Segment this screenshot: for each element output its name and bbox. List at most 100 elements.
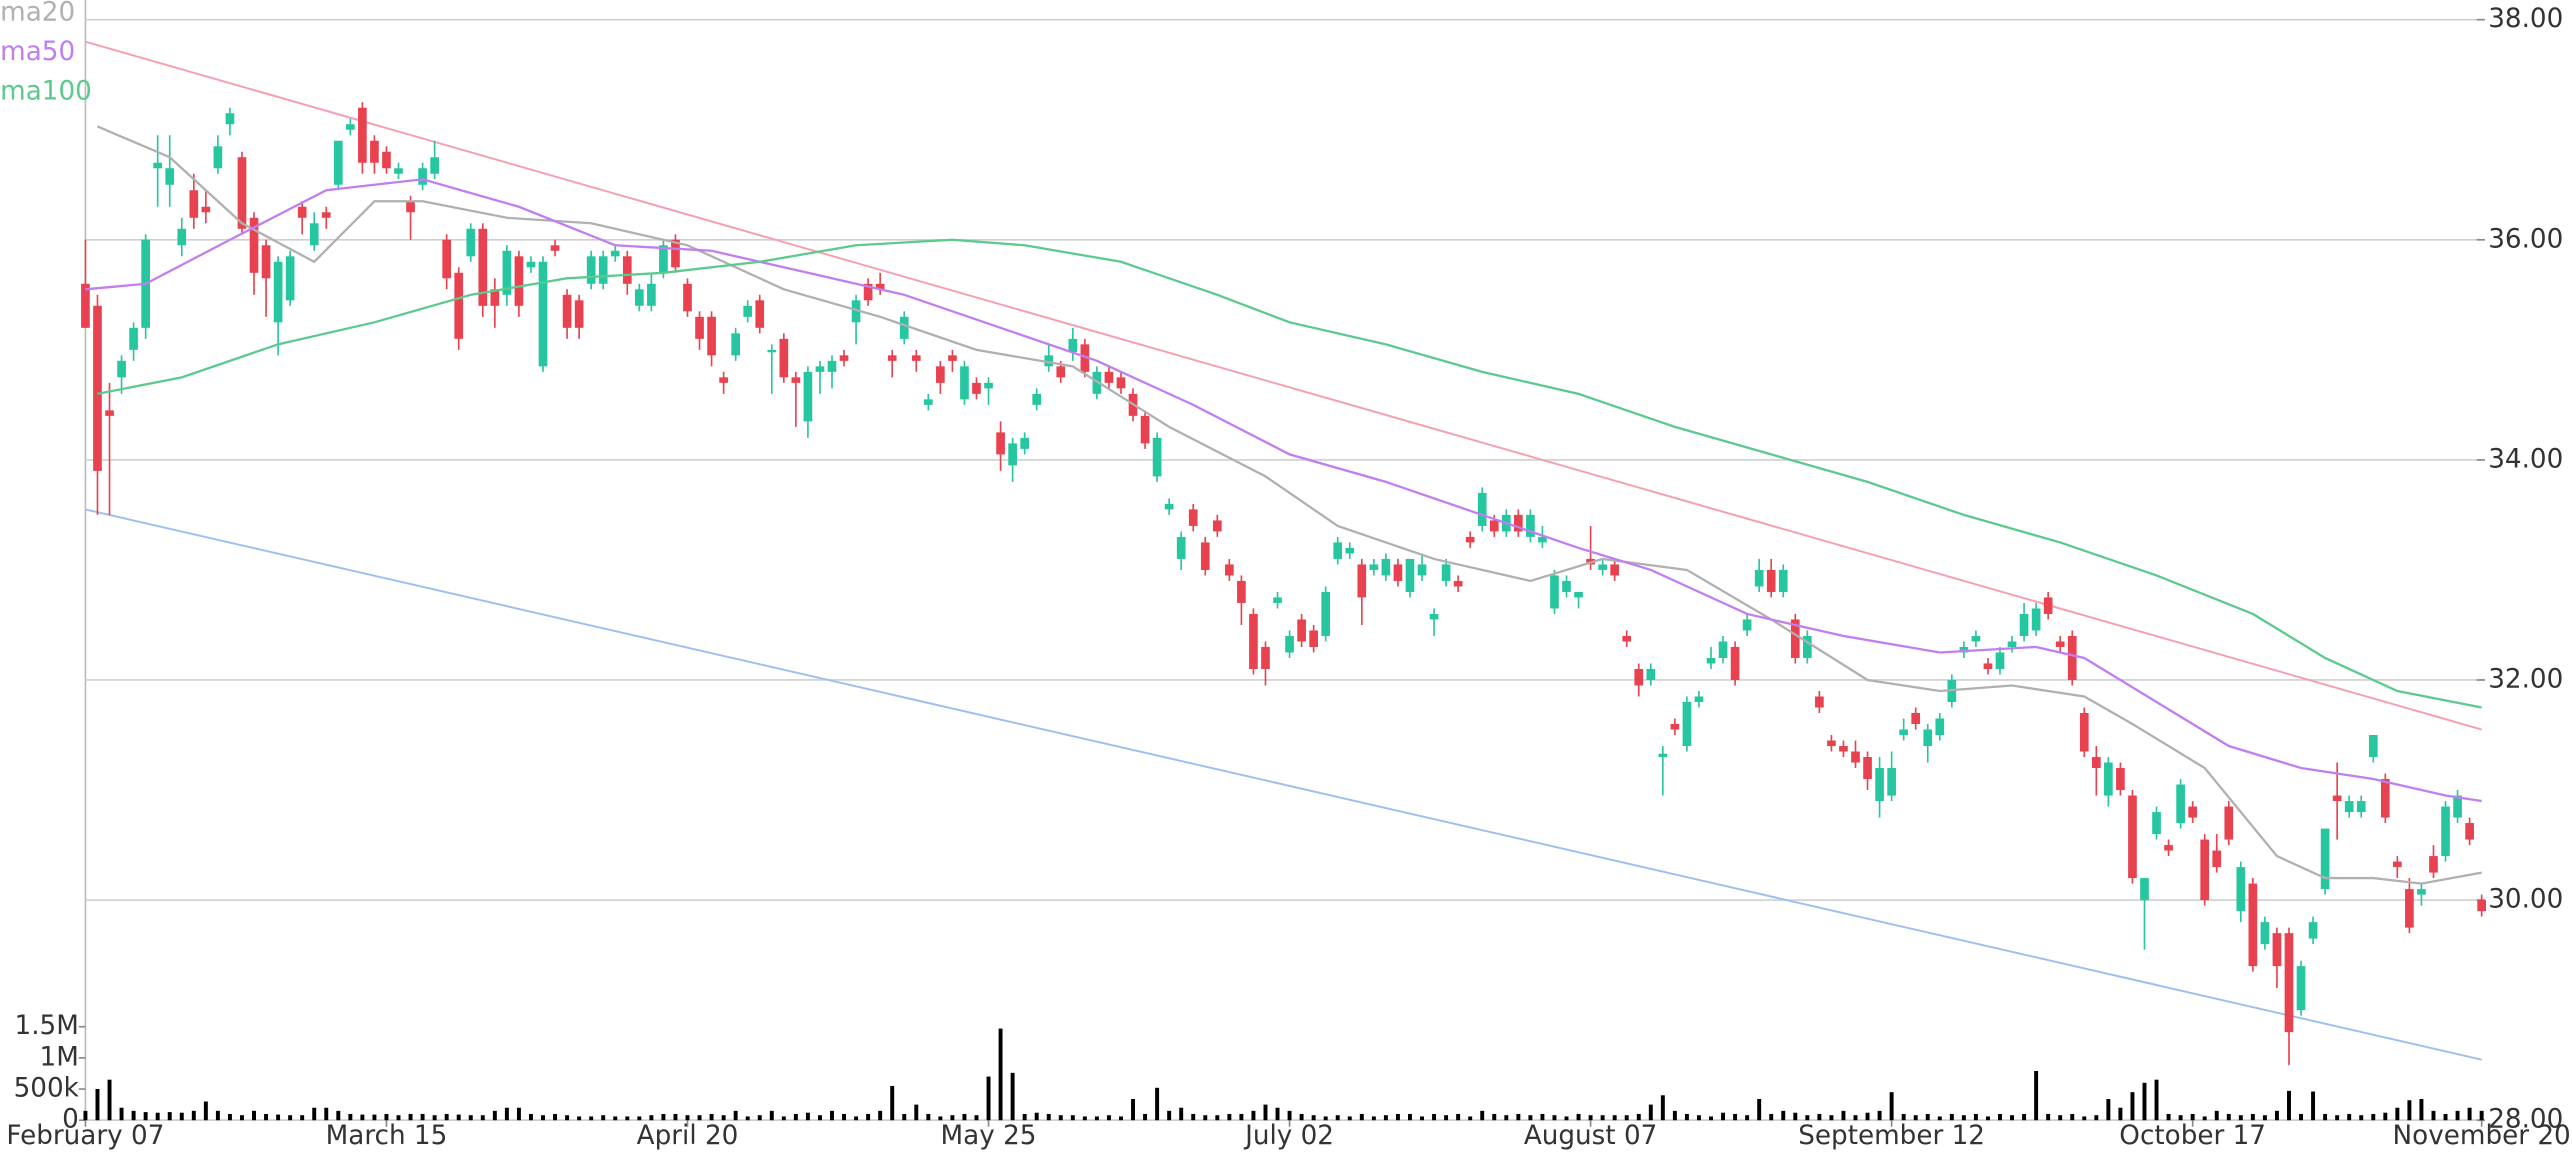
candle-body <box>1526 514 1535 537</box>
candle-body <box>1417 564 1427 576</box>
volume-bar <box>1432 1113 1437 1121</box>
volume-bar <box>2034 1070 2039 1121</box>
volume-bar <box>1925 1113 1930 1121</box>
candle-body <box>2152 812 2161 835</box>
volume-bar <box>649 1115 654 1121</box>
volume-bar <box>2010 1115 2015 1121</box>
candle-body <box>1610 564 1620 576</box>
candle-body <box>875 283 885 290</box>
volume-bar <box>1998 1113 2002 1121</box>
candle-body <box>333 140 343 185</box>
volume-bar <box>1648 1104 1653 1121</box>
candle-body <box>406 201 415 213</box>
volume-bar <box>2299 1113 2303 1121</box>
volume-bar <box>2118 1107 2123 1121</box>
volume-bar <box>1817 1113 1822 1121</box>
candle-body <box>1718 641 1728 658</box>
volume-bar <box>1359 1113 1364 1121</box>
candle-body <box>1802 635 1812 658</box>
candle-body <box>526 261 536 268</box>
volume-bar <box>1082 1116 1087 1121</box>
candle-body <box>346 124 355 130</box>
candle-body <box>1441 564 1451 581</box>
volume-bar <box>805 1112 810 1121</box>
trendline <box>85 40 2482 731</box>
candle-body <box>1369 564 1379 570</box>
volume-bar <box>1949 1113 1954 1121</box>
y-tick-label: 28.00 <box>2488 1105 2563 1135</box>
volume-bar <box>2142 1082 2147 1121</box>
candle-body <box>273 261 283 323</box>
volume-bar <box>1540 1113 1545 1121</box>
candle-body <box>1333 542 1343 559</box>
candle-body <box>129 327 138 350</box>
volume-bar <box>709 1113 714 1121</box>
volume-bar <box>589 1116 594 1121</box>
volume-bar <box>842 1113 847 1121</box>
volume-bar <box>938 1116 943 1121</box>
volume-bar <box>1660 1095 1665 1121</box>
candle-body <box>1670 724 1680 730</box>
volume-bar <box>1516 1113 1521 1121</box>
candle-body <box>731 333 740 356</box>
volume-bar <box>252 1110 256 1121</box>
candle-body <box>2417 889 2426 895</box>
candle-body <box>1923 729 1933 747</box>
candle-body <box>1237 580 1246 603</box>
candle-body <box>1309 630 1318 647</box>
candle-body <box>394 168 403 174</box>
candle-body <box>189 190 199 218</box>
volume-bar <box>432 1115 437 1121</box>
volume-bar <box>2094 1115 2099 1121</box>
candle-body <box>165 168 175 185</box>
volume-bar <box>1046 1113 1051 1121</box>
candle-body <box>2224 806 2234 840</box>
x-tick-label: February 07 <box>6 1121 164 1151</box>
volume-bar <box>1564 1116 1569 1121</box>
candle-body <box>1176 536 1186 559</box>
candle-body <box>81 283 90 328</box>
candle-body <box>1453 580 1463 587</box>
candle-body <box>1839 746 1848 752</box>
volume-bar <box>1383 1115 1388 1121</box>
candle-body <box>863 283 873 301</box>
volume-bar <box>613 1116 618 1121</box>
candle-body <box>2164 845 2173 851</box>
volume-bar <box>516 1107 521 1121</box>
volume-tick-label: 1M <box>40 1042 79 1072</box>
volume-bar <box>962 1113 967 1121</box>
candle-body <box>683 283 692 312</box>
volume-bar <box>167 1112 172 1121</box>
volume-bar <box>1745 1115 1750 1121</box>
volume-bar <box>384 1113 389 1121</box>
volume-bar <box>2479 1110 2484 1121</box>
volume-bar <box>1672 1110 1677 1121</box>
candle-body <box>1032 393 1042 405</box>
volume-bar <box>1420 1116 1424 1121</box>
candle-body <box>2393 861 2402 868</box>
volume-bar <box>179 1112 184 1121</box>
y-tick-label: 32.00 <box>2488 664 2563 694</box>
volume-bar <box>1251 1110 1256 1121</box>
candle-body <box>839 355 849 361</box>
volume-bar <box>1408 1113 1412 1121</box>
volume-bar <box>1600 1115 1605 1121</box>
volume-bar <box>119 1107 124 1121</box>
y-tick-label: 34.00 <box>2488 444 2563 474</box>
volume-bar <box>661 1113 666 1121</box>
volume-bar <box>673 1113 678 1121</box>
volume-bar <box>1805 1115 1810 1121</box>
volume-bar <box>1684 1113 1689 1121</box>
candle-body <box>586 256 596 284</box>
volume-bar <box>1588 1115 1593 1121</box>
candle-body <box>2465 823 2474 840</box>
candle-body <box>695 316 704 339</box>
volume-bar <box>1094 1116 1099 1121</box>
volume-bar <box>143 1112 148 1121</box>
volume-bar <box>2431 1110 2436 1121</box>
candle-body <box>2272 933 2282 967</box>
volume-bar <box>950 1115 955 1121</box>
candle-body <box>1249 613 1258 669</box>
candle-body <box>899 316 909 339</box>
